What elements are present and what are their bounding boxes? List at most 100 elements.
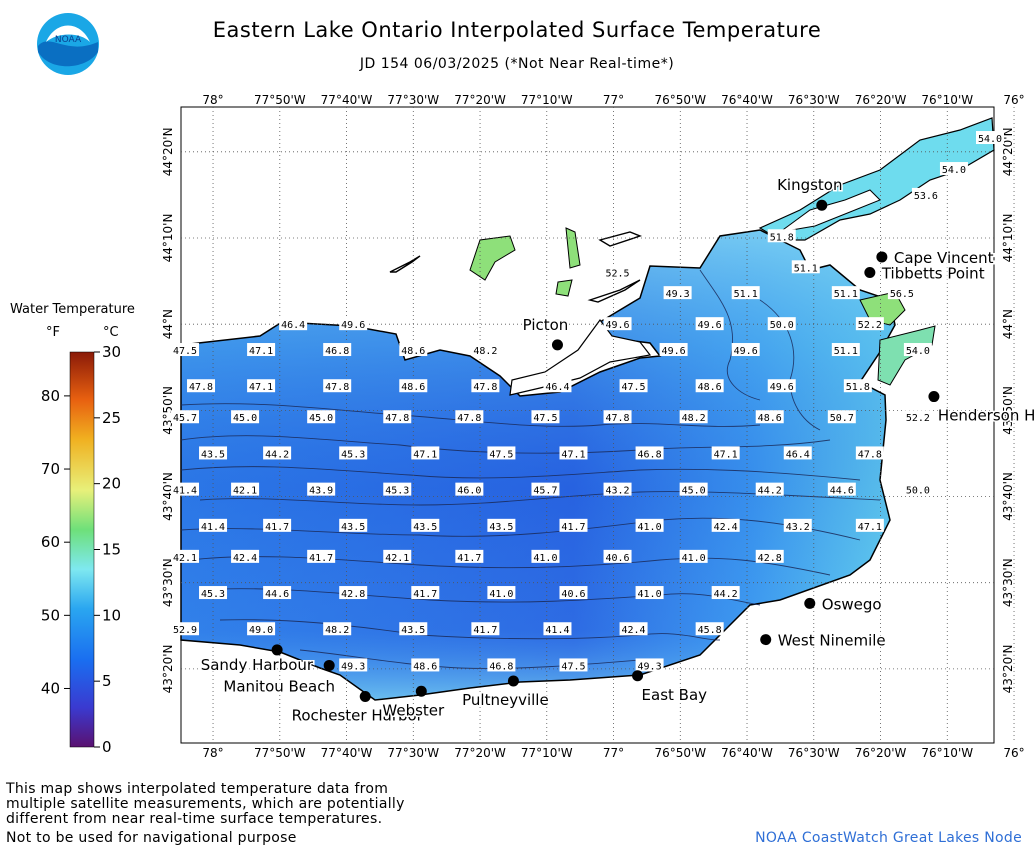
temperature-value-box bbox=[487, 658, 516, 672]
temperature-value-text: 48.6 bbox=[698, 382, 722, 393]
temperature-value-box bbox=[231, 549, 260, 563]
place-dot bbox=[271, 644, 283, 656]
temperature-value: 43.5 bbox=[487, 518, 516, 533]
temperature-value-text: 43.9 bbox=[309, 486, 333, 497]
x-axis-label-bottom: 76° bbox=[1003, 746, 1024, 760]
place-dot bbox=[551, 339, 563, 351]
place-label: Picton bbox=[523, 316, 569, 334]
page-subtitle: JD 154 06/03/2025 (*Not Near Real-time*) bbox=[359, 56, 675, 72]
temperature-value: 42.1 bbox=[171, 549, 200, 564]
temperature-value-box bbox=[731, 343, 760, 357]
footer-credit: NOAA CoastWatch Great Lakes Node bbox=[755, 830, 1022, 846]
temperature-value-box bbox=[455, 482, 484, 496]
temperature-value-box bbox=[635, 586, 664, 600]
temperature-value-text: 45.0 bbox=[233, 413, 257, 424]
y-axis-label-right: 44°N bbox=[1001, 309, 1015, 339]
temperature-value-text: 45.7 bbox=[533, 486, 557, 497]
legend-celsius-label: 30 bbox=[102, 343, 121, 361]
temperature-value-text: 43.2 bbox=[605, 486, 629, 497]
temperature-value-text: 41.0 bbox=[638, 589, 662, 600]
temperature-value: 40.6 bbox=[603, 549, 632, 564]
temperature-value-text: 41.4 bbox=[201, 522, 225, 533]
temperature-value: 52.2 bbox=[903, 410, 932, 424]
temperature-value-text: 56.5 bbox=[890, 289, 914, 300]
place-marker: Oswego bbox=[804, 594, 883, 615]
x-axis-label-bottom: 76°40'W bbox=[721, 746, 773, 760]
temperature-value: 52.2 bbox=[855, 317, 884, 331]
temperature-value: 50.0 bbox=[903, 482, 932, 497]
noaa-logo-text: NOAA bbox=[55, 35, 82, 45]
temperature-value: 46.4 bbox=[543, 379, 572, 393]
temperature-value-text: 48.6 bbox=[413, 661, 437, 672]
temperature-value-text: 48.2 bbox=[473, 346, 497, 357]
temperature-value: 45.3 bbox=[339, 446, 368, 460]
legend-fahrenheit-label: 50 bbox=[41, 606, 60, 624]
temperature-value-box bbox=[903, 343, 932, 357]
temperature-value-box bbox=[619, 379, 648, 393]
temperature-value-box bbox=[603, 265, 632, 279]
temperature-value-box bbox=[487, 518, 516, 532]
place-dot bbox=[632, 670, 644, 682]
temperature-value-text: 51.1 bbox=[834, 346, 858, 357]
place-marker: Rochester Harbor bbox=[290, 690, 425, 726]
temperature-value-text: 45.3 bbox=[201, 589, 225, 600]
temperature-labels: 54.0 54.0 53.6 51.8 51.1 52.5 49.3 51.1 51.1 56.5… bbox=[171, 131, 1004, 672]
place-label: Oswego bbox=[822, 595, 882, 613]
temperature-value-text: 40.6 bbox=[561, 589, 585, 600]
temperature-value: 41.0 bbox=[635, 518, 664, 533]
temperature-value-text: 44.6 bbox=[830, 486, 854, 497]
temperature-value-box bbox=[323, 343, 352, 357]
temperature-value-box bbox=[339, 586, 368, 600]
place-marker: Webster bbox=[381, 685, 447, 721]
temperature-value: 54.0 bbox=[939, 162, 968, 176]
temperature-value: 46.8 bbox=[323, 343, 352, 357]
temperature-value: 48.6 bbox=[399, 379, 428, 393]
temperature-value-box bbox=[247, 622, 276, 636]
temperature-value-text: 43.2 bbox=[786, 522, 810, 533]
temperature-value-text: 42.4 bbox=[233, 553, 257, 564]
temperature-value-box bbox=[263, 518, 292, 532]
temperature-value-text: 42.4 bbox=[622, 625, 646, 636]
temperature-value: 54.0 bbox=[975, 131, 1004, 145]
y-axis-label-left: 43°30'N bbox=[161, 558, 175, 607]
temperature-value-text: 43.5 bbox=[201, 449, 225, 460]
temperature-value-box bbox=[767, 229, 796, 243]
place-dot bbox=[864, 266, 876, 278]
temperature-value-text: 49.6 bbox=[341, 320, 365, 331]
temperature-value-text: 48.6 bbox=[401, 346, 425, 357]
temperature-value-text: 41.7 bbox=[561, 522, 585, 533]
temperature-value: 47.8 bbox=[187, 379, 216, 393]
temperature-value-box bbox=[231, 410, 260, 424]
temperature-value: 43.5 bbox=[399, 622, 428, 636]
temperature-value-box bbox=[711, 518, 740, 532]
legend-fahrenheit-label: 80 bbox=[41, 387, 60, 405]
x-axis-label-top: 76°30'W bbox=[788, 93, 840, 107]
temperature-value: 49.6 bbox=[659, 343, 688, 357]
x-axis-label-top: 77°50'W bbox=[254, 93, 306, 107]
x-axis-label-bottom: 77°20'W bbox=[454, 746, 506, 760]
temperature-value-box bbox=[755, 410, 784, 424]
legend-fahrenheit-label: 60 bbox=[41, 533, 60, 551]
legend-fahrenheit-label: 40 bbox=[41, 679, 60, 697]
temperature-value-text: 47.5 bbox=[622, 382, 646, 393]
temperature-value: 43.5 bbox=[199, 446, 228, 460]
temperature-value-text: 43.5 bbox=[489, 522, 513, 533]
temperature-value: 47.8 bbox=[323, 379, 352, 393]
temperature-value-text: 41.0 bbox=[533, 553, 557, 564]
place-dot bbox=[359, 690, 371, 702]
temperature-value-box bbox=[531, 482, 560, 496]
temperature-value-text: 47.1 bbox=[413, 449, 437, 460]
temperature-value: 45.7 bbox=[531, 482, 560, 497]
legend-celsius-label: 15 bbox=[102, 541, 121, 559]
x-axis-label-top: 76° bbox=[1003, 93, 1024, 107]
temperature-value: 41.0 bbox=[487, 586, 516, 600]
temperature-value-box bbox=[383, 482, 412, 496]
temperature-value-text: 45.0 bbox=[309, 413, 333, 424]
temperature-value: 48.6 bbox=[411, 658, 440, 672]
temperature-value: 51.1 bbox=[731, 286, 760, 300]
temperature-value-text: 42.1 bbox=[173, 553, 197, 564]
temperature-value: 47.5 bbox=[171, 343, 200, 357]
temperature-value-text: 41.7 bbox=[265, 522, 289, 533]
